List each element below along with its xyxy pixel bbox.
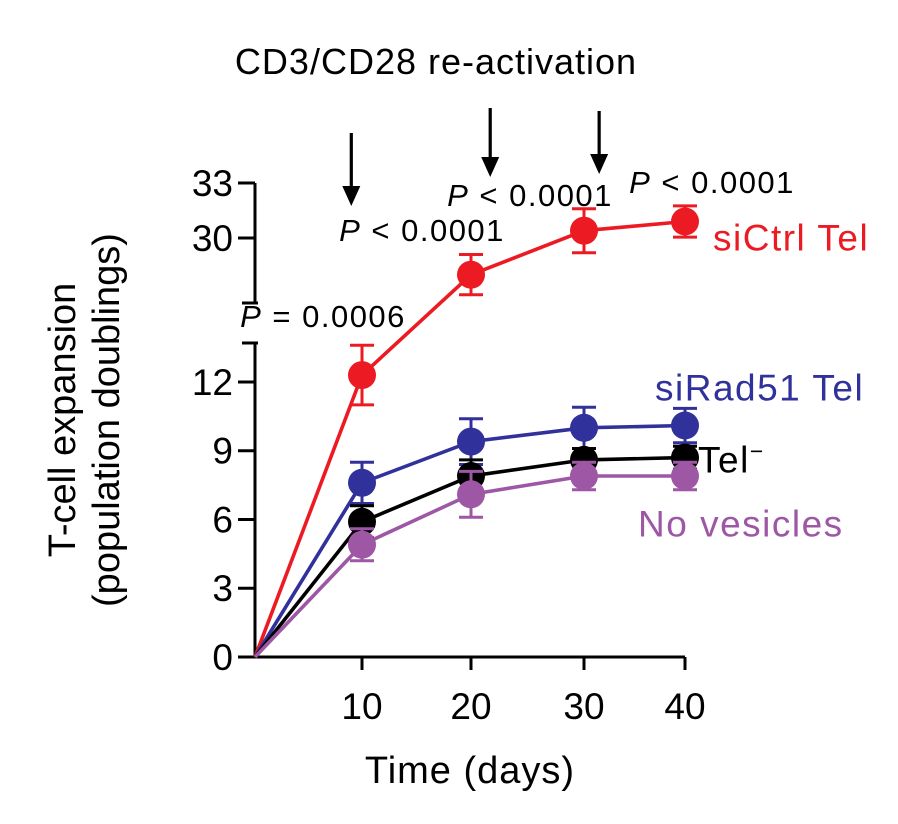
arrowhead-icon: [590, 154, 609, 174]
series-no-vesicles: [253, 460, 699, 659]
y-tick-label: 33: [192, 163, 233, 204]
chart-title: CD3/CD28 re-activation: [234, 41, 638, 82]
data-point: [570, 413, 598, 442]
p-value-label: P < 0.0001: [629, 165, 795, 200]
y-tick-label: 9: [212, 431, 233, 472]
y-tick-label: 6: [212, 500, 233, 541]
data-point: [457, 260, 485, 289]
series-label-no-vesicles: No vesicles: [638, 494, 844, 545]
y-axis-label-line2: (population doublings): [86, 233, 128, 607]
series-sictrl-tel: [253, 204, 699, 658]
x-tick-label: 20: [450, 686, 491, 727]
data-point: [570, 462, 598, 490]
y-tick-label: 0: [212, 637, 233, 678]
series-label-text: Tel: [698, 439, 750, 481]
p-value-label: P < 0.0001: [447, 178, 613, 213]
x-axis-label: Time (days): [364, 750, 576, 792]
data-point: [570, 216, 598, 245]
data-point: [671, 462, 699, 490]
y-tick-label: 3: [212, 568, 233, 609]
data-point: [348, 361, 376, 390]
series-label-text: siCtrl Tel: [713, 217, 870, 259]
reactivation-arrow: [342, 133, 361, 206]
series-sirad51-tel: [253, 405, 699, 658]
series-label-text: siRad51 Tel: [655, 367, 865, 409]
data-point: [671, 207, 699, 236]
x-tick-label: 30: [563, 686, 604, 727]
reactivation-arrow: [481, 108, 500, 177]
reactivation-arrow: [590, 111, 609, 174]
data-point: [457, 480, 485, 509]
data-point: [457, 427, 485, 456]
series-label-text: No vesicles: [638, 503, 844, 545]
p-value-label: P = 0.0006: [240, 299, 406, 334]
x-tick-label: 40: [664, 686, 705, 727]
y-axis-label: T-cell expansion (population doublings): [41, 189, 129, 651]
p-value-label: P < 0.0001: [339, 213, 505, 248]
series-label-sirad51-tel: siRad51 Tel: [655, 358, 864, 409]
y-axis-label-line1: T-cell expansion: [42, 282, 84, 558]
series-label-tel-minus: Tel−: [698, 430, 763, 481]
arrowhead-icon: [342, 186, 361, 206]
series-label-sictrl-tel: siCtrl Tel: [713, 208, 869, 259]
tick-labels: 0 3 6 9 12 30 33 10 20 30 40: [192, 163, 706, 727]
arrowhead-icon: [481, 157, 500, 177]
data-point: [671, 411, 699, 440]
y-tick-label: 30: [192, 218, 233, 259]
series-label-sup: −: [749, 438, 764, 464]
y-tick-label: 12: [192, 362, 233, 403]
data-point: [348, 468, 376, 497]
x-tick-label: 10: [341, 686, 382, 727]
data-point: [348, 530, 376, 559]
